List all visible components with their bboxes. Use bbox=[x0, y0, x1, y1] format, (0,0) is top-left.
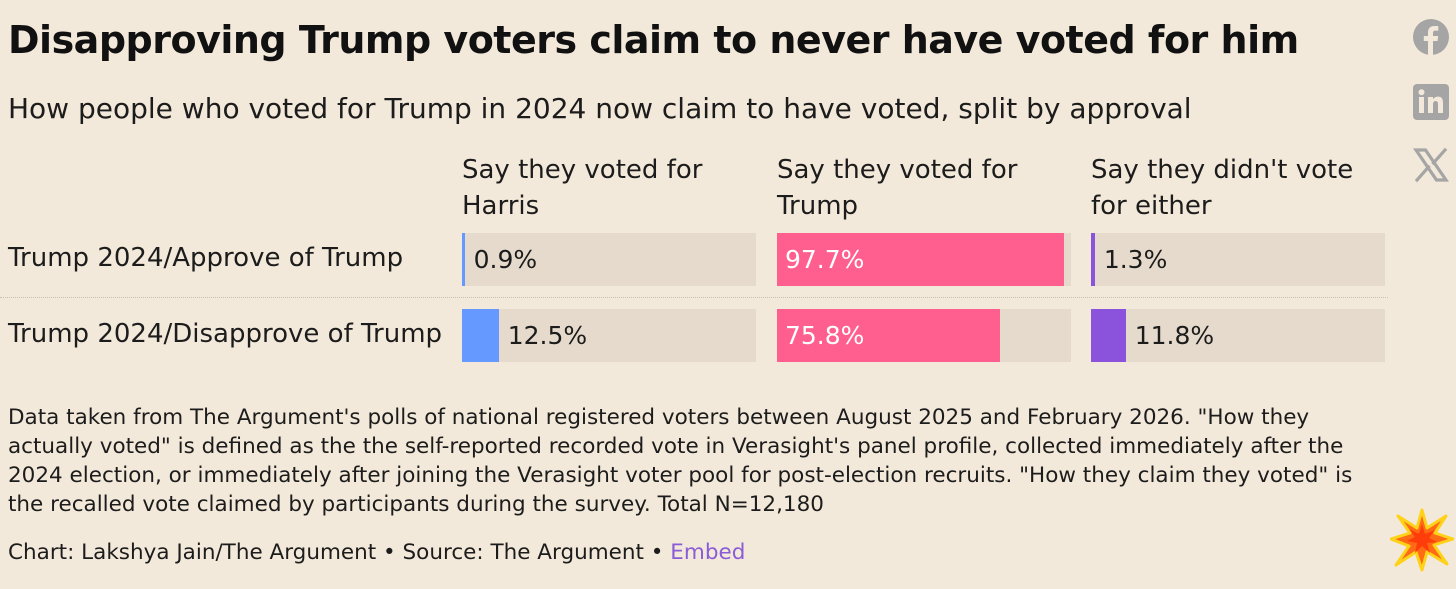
footnote: Data taken from The Argument's polls of … bbox=[8, 405, 1353, 517]
bar bbox=[777, 309, 1000, 362]
bar-value-label: 75.8% bbox=[785, 321, 865, 350]
bar-track: 0.9% bbox=[462, 233, 756, 286]
bar-track: 12.5% bbox=[462, 309, 756, 362]
column-header: Say they didn't vote for either bbox=[1091, 155, 1354, 221]
embed-link[interactable]: Embed bbox=[670, 540, 746, 565]
credit-line: Chart: Lakshya Jain/The Argument • Sourc… bbox=[8, 540, 745, 565]
bar-track: 75.8% bbox=[777, 309, 1071, 362]
bar-track: 1.3% bbox=[1091, 233, 1385, 286]
bar bbox=[777, 233, 1065, 286]
bar-value-label: 97.7% bbox=[785, 245, 865, 274]
bar bbox=[1091, 233, 1095, 286]
bar bbox=[1091, 309, 1126, 362]
facebook-icon[interactable] bbox=[1412, 18, 1450, 56]
linkedin-icon[interactable] bbox=[1412, 83, 1450, 121]
row-divider bbox=[0, 297, 1388, 298]
starburst-icon bbox=[1389, 508, 1455, 572]
bar-track: 11.8% bbox=[1091, 309, 1385, 362]
row-label: Trump 2024/Approve of Trump bbox=[8, 243, 404, 273]
bar-value-label: 11.8% bbox=[1134, 321, 1215, 350]
bar-value-label: 12.5% bbox=[507, 321, 588, 350]
bar-track: 97.7% bbox=[777, 233, 1071, 286]
bar-value-label: 0.9% bbox=[473, 245, 538, 274]
bar bbox=[462, 233, 465, 286]
column-header: Say they voted for Harris bbox=[462, 155, 703, 221]
chart-title: Disapproving Trump voters claim to never… bbox=[8, 18, 1299, 62]
row-label: Trump 2024/Disapprove of Trump bbox=[8, 319, 443, 349]
chart-subtitle: How people who voted for Trump in 2024 n… bbox=[8, 92, 1192, 125]
x-icon[interactable] bbox=[1412, 146, 1450, 184]
bar bbox=[462, 309, 499, 362]
bar-value-label: 1.3% bbox=[1103, 245, 1168, 274]
credit-text: Chart: Lakshya Jain/The Argument • Sourc… bbox=[8, 540, 671, 565]
column-header: Say they voted for Trump bbox=[777, 155, 1018, 221]
